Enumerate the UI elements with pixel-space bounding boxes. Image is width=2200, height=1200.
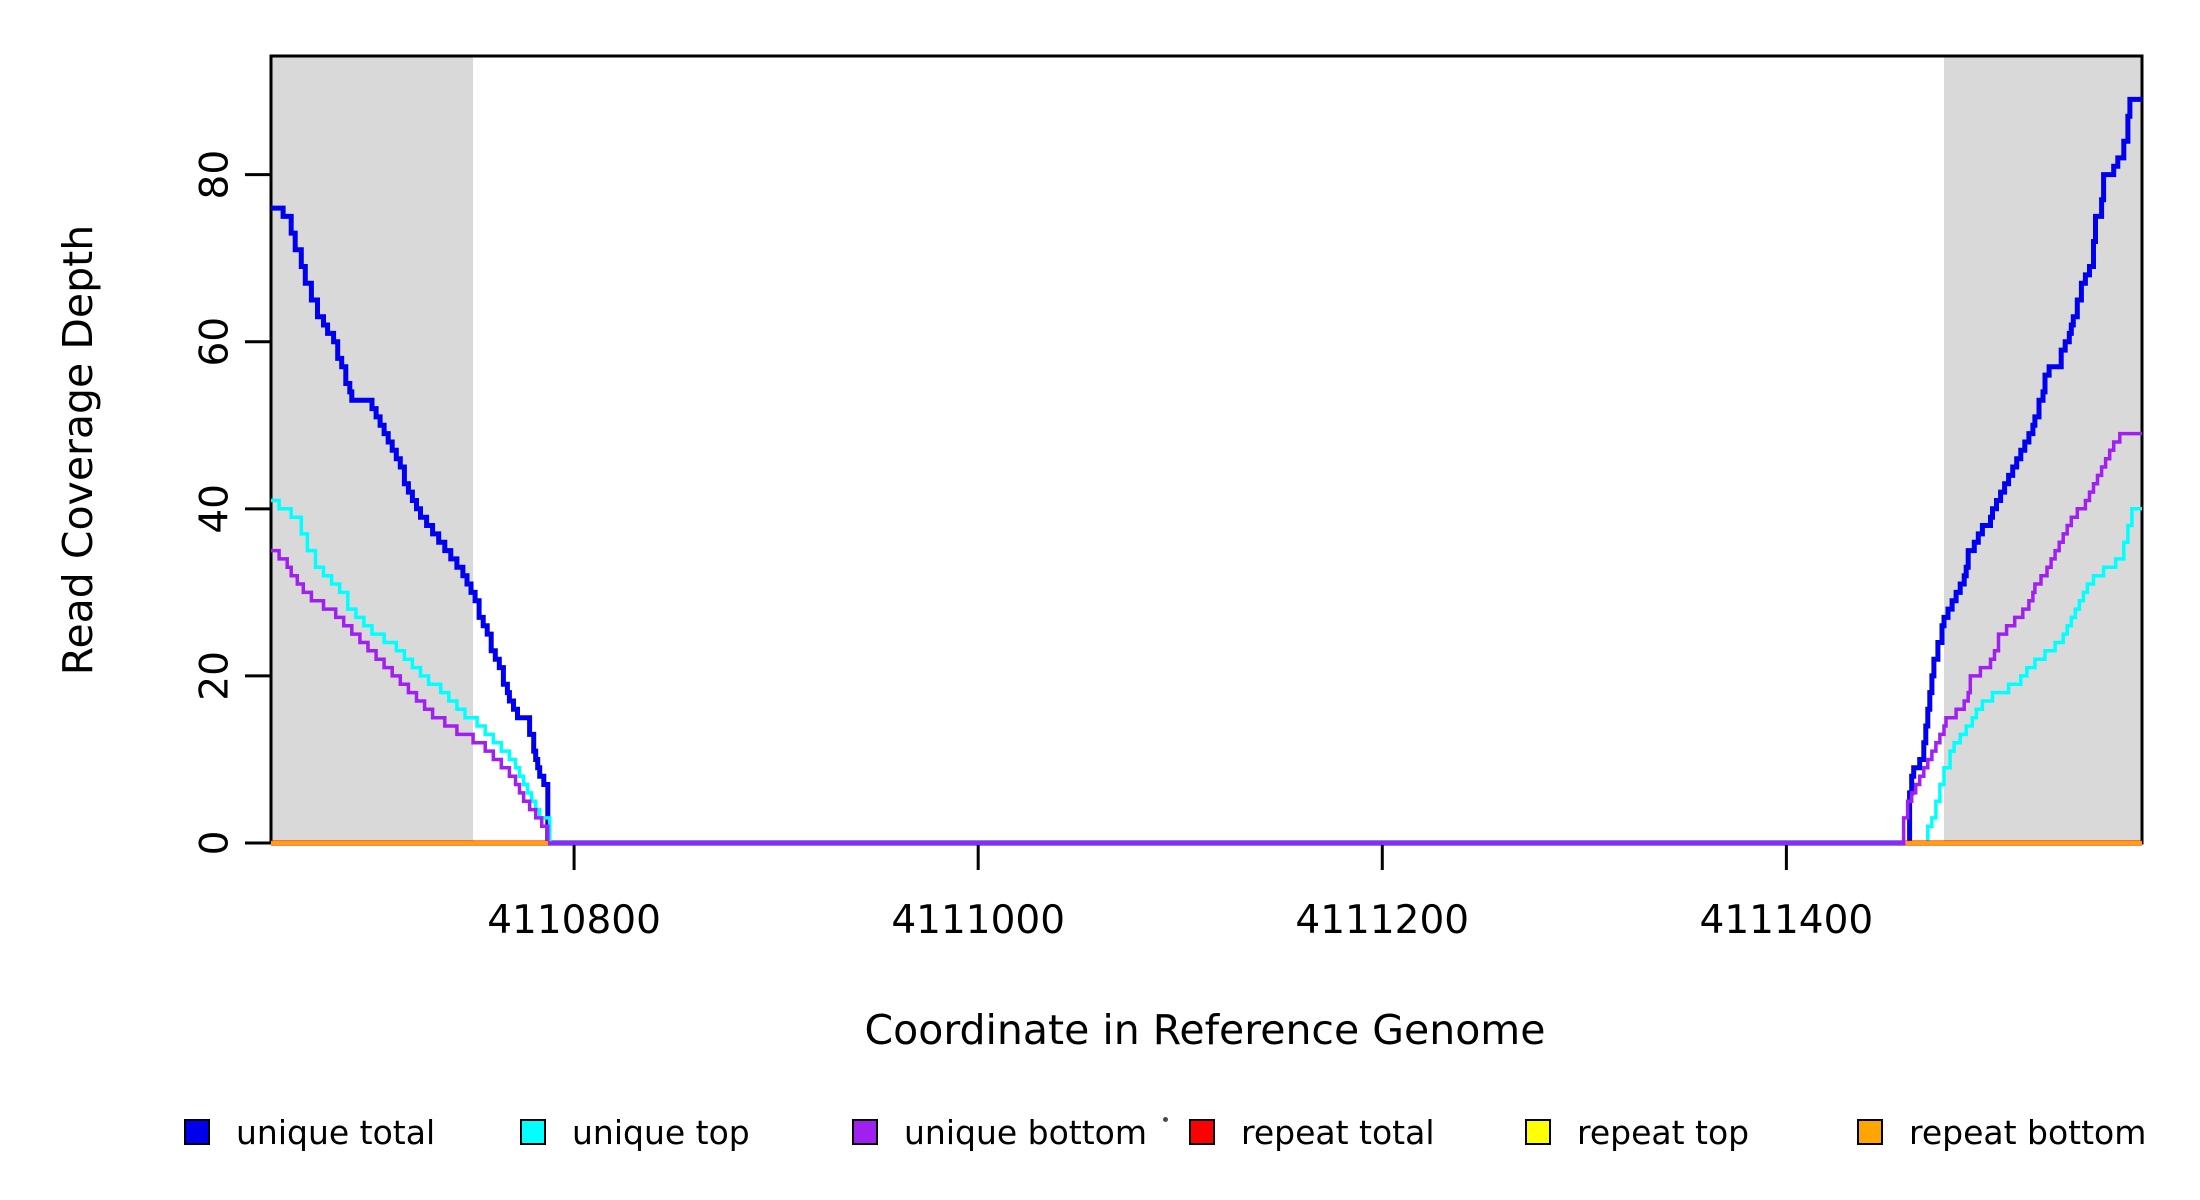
x-tick-label: 4111000 <box>891 898 1065 943</box>
y-axis-title: Read Coverage Depth <box>54 224 102 676</box>
y-tick-label: 20 <box>193 651 238 701</box>
x-axis-title: Coordinate in Reference Genome <box>864 1006 1546 1054</box>
plot-box <box>269 54 2144 845</box>
x-tick-label: 4111200 <box>1295 898 1469 943</box>
y-tick-label: 0 <box>193 831 238 856</box>
y-tick-label: 40 <box>193 484 238 534</box>
series-line-unique-total <box>271 96 2142 846</box>
y-tick-label: 60 <box>193 317 238 367</box>
x-tick-label: 4110800 <box>487 898 661 943</box>
stray-dot-artifact <box>1163 1117 1168 1122</box>
y-tick-label: 80 <box>193 150 238 200</box>
series-line-unique-bottom <box>271 431 2142 845</box>
series-line-unique-top <box>271 498 2142 845</box>
x-tick-label: 4111400 <box>1700 898 1874 943</box>
shaded-region <box>271 56 474 843</box>
